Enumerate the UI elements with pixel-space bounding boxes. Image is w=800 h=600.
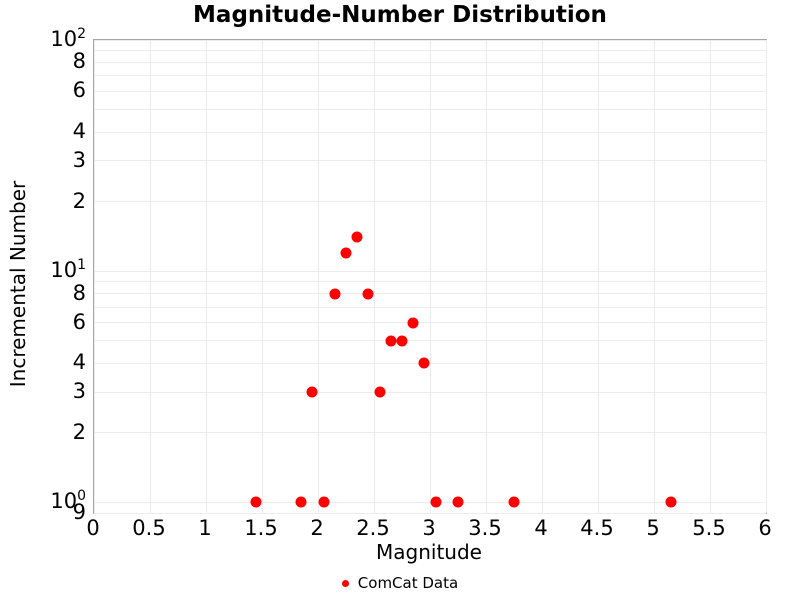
y-tick-label-minor: 6 [72,78,86,103]
y-gridline [94,391,766,393]
x-gridline [709,40,711,513]
data-point [318,496,330,508]
x-tick-label: 0 [86,516,100,540]
data-point [665,496,677,508]
y-gridline [94,270,766,272]
y-gridline [94,160,766,162]
y-gridline [94,39,766,41]
y-tick-label-minor: 9 [72,500,86,524]
y-gridline [94,201,766,203]
data-point [430,496,442,508]
y-tick-label-minor: 3 [72,147,86,172]
plot-area [93,39,767,514]
y-tick-label-minor: 4 [72,350,86,375]
y-tick-label-minor: 8 [72,49,86,74]
x-tick-label: 0.5 [132,516,166,540]
x-gridline [373,40,375,513]
x-tick-label: 6 [758,516,772,540]
x-tick-label: 3 [422,516,436,540]
x-gridline [765,40,767,513]
legend-marker-dot [341,579,349,587]
y-axis-label: Incremental Number [6,180,30,388]
x-gridline [541,40,543,513]
y-gridline [94,75,766,77]
x-tick-label: 1.5 [244,516,278,540]
y-tick-label-major: 102 [50,26,86,51]
data-point [340,247,352,259]
y-tick-label-minor: 6 [72,309,86,334]
x-tick-label: 4.5 [580,516,614,540]
data-point [351,231,363,243]
y-tick-label-minor: 2 [72,419,86,444]
x-gridline [317,40,319,513]
y-gridline [94,432,766,434]
x-tick-label: 4 [534,516,548,540]
y-tick-label-minor: 3 [72,379,86,404]
y-gridline [94,281,766,283]
x-gridline [597,40,599,513]
x-gridline [653,40,655,513]
legend: ComCat Data [0,571,800,595]
x-tick-label: 2.5 [356,516,390,540]
x-tick-label: 5.5 [692,516,726,540]
data-point [452,496,464,508]
data-point [306,386,318,398]
x-tick-label: 5 [646,516,660,540]
x-gridline [429,40,431,513]
x-gridline [205,40,207,513]
x-tick-label: 2 [310,516,324,540]
x-gridline [261,40,263,513]
x-gridline [149,40,151,513]
data-point [374,386,386,398]
data-point [418,357,430,369]
chart-title: Magnitude-Number Distribution [193,2,607,28]
y-tick-label-major: 100 [50,488,86,514]
x-gridline [485,40,487,513]
y-gridline [94,306,766,308]
y-tick-label-minor: 4 [72,119,86,143]
y-gridline [94,362,766,364]
y-gridline [94,131,766,133]
y-gridline [94,109,766,111]
data-point [362,288,374,300]
x-tick-label: 3.5 [468,516,502,540]
data-point [508,496,520,508]
y-tick-label-minor: 8 [72,280,86,305]
y-tick-label-major: 101 [50,257,86,283]
x-axis-label: Magnitude [376,540,482,564]
y-gridline [94,501,766,503]
data-point [329,288,341,300]
y-gridline [94,50,766,52]
data-point [295,496,307,508]
y-gridline [94,61,766,63]
data-point [250,496,262,508]
x-gridline [93,40,95,513]
y-gridline [94,512,766,514]
legend-label: ComCat Data [357,574,459,592]
data-point [385,335,397,347]
data-point [407,317,419,328]
y-gridline [94,293,766,295]
y-gridline [94,340,766,342]
y-tick-label-minor: 2 [72,188,86,213]
data-point [396,335,408,347]
y-gridline [94,322,766,323]
x-tick-label: 1 [198,516,212,540]
y-gridline [94,90,766,92]
